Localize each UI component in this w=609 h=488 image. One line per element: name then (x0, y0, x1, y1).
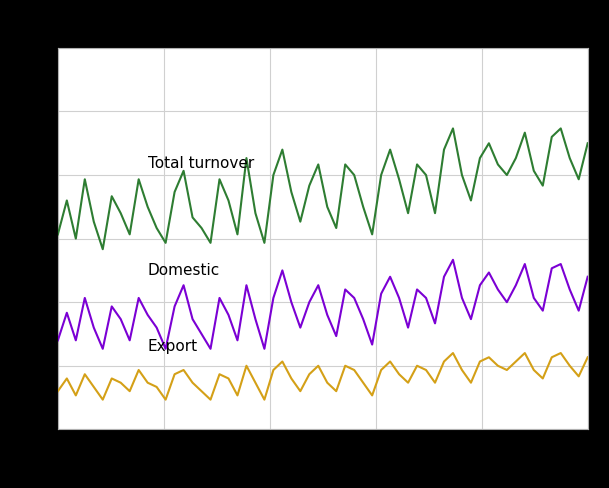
Text: Export: Export (148, 338, 198, 353)
Text: Total turnover: Total turnover (148, 156, 254, 170)
Text: Domestic: Domestic (148, 262, 220, 277)
